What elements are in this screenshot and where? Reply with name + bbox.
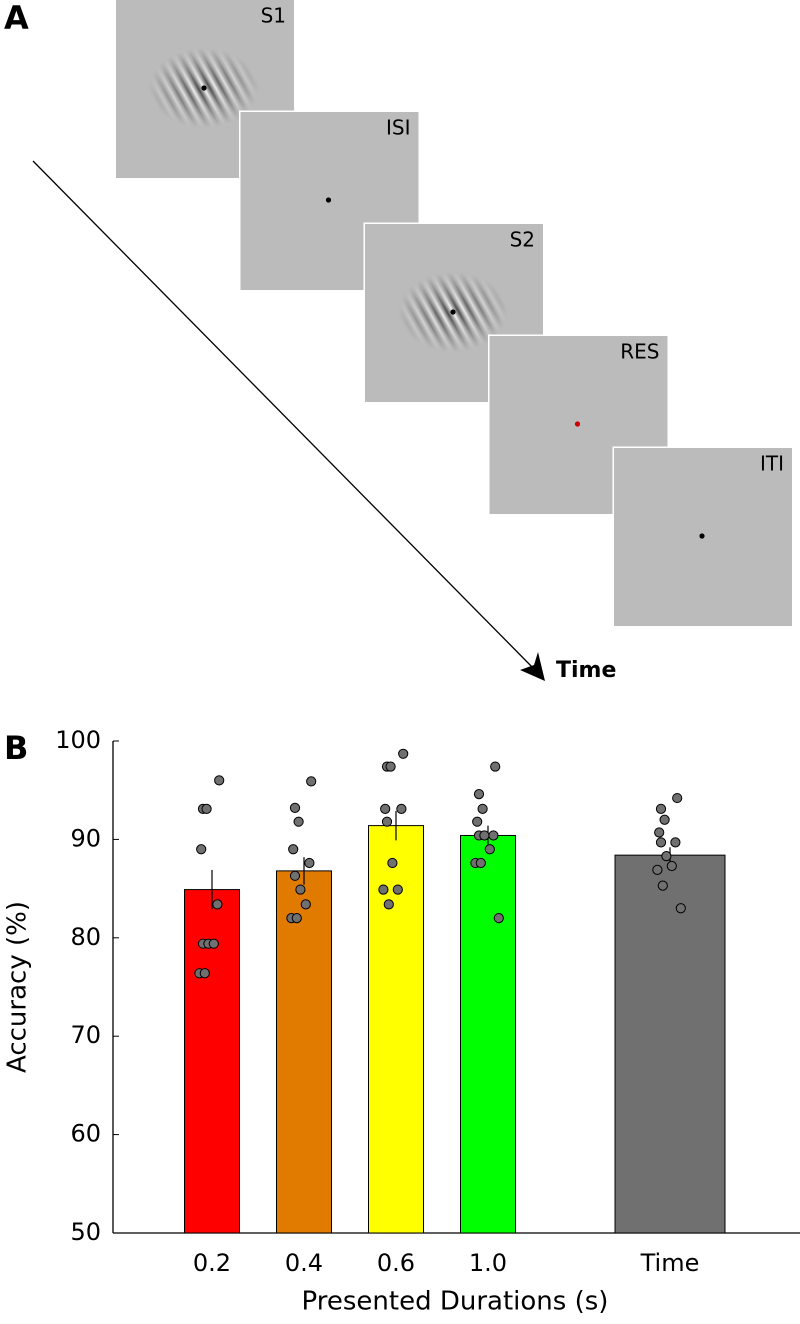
data-point — [291, 913, 302, 924]
data-point — [473, 789, 485, 800]
data-point — [289, 870, 301, 881]
fixation-dot — [201, 85, 207, 91]
x-tick-label: 0.2 — [193, 1249, 231, 1277]
data-point — [380, 803, 391, 814]
y-tick-label: 60 — [70, 1120, 101, 1148]
x-tick-label: Time — [640, 1249, 700, 1277]
panel-label: B — [4, 729, 28, 767]
data-point — [655, 803, 667, 814]
data-point — [659, 814, 670, 825]
data-point — [288, 844, 299, 855]
frame-label: S1 — [261, 4, 286, 28]
data-point — [381, 816, 393, 827]
data-point — [295, 884, 306, 895]
y-tick-label: 90 — [70, 824, 101, 852]
bar-chart: 50 60 70 80 90 100 0.2 0.4 0.6 1.0 Time — [55, 726, 800, 1277]
data-point — [214, 775, 225, 786]
data-point — [490, 761, 501, 772]
data-point — [383, 899, 394, 910]
data-point — [293, 816, 304, 827]
fixation-dot — [325, 197, 332, 203]
data-point — [484, 844, 495, 855]
frame-label: ITI — [760, 452, 784, 476]
time-label: Time — [556, 658, 616, 683]
frame-label: RES — [620, 340, 659, 364]
data-point — [306, 776, 317, 787]
fixation-dot — [574, 421, 581, 427]
data-point — [488, 830, 499, 841]
x-tick-label: 0.6 — [377, 1249, 415, 1277]
arrow-head — [520, 652, 545, 681]
data-point — [378, 884, 389, 895]
data-point — [661, 851, 672, 862]
data-point — [657, 880, 668, 891]
data-point — [396, 803, 407, 814]
data-point — [398, 748, 409, 759]
bar — [614, 854, 726, 1234]
data-point — [654, 827, 665, 838]
frame-label: ISI — [386, 116, 411, 140]
data-point — [304, 857, 315, 869]
x-tick-label: 0.4 — [285, 1249, 323, 1277]
data-point — [477, 803, 488, 814]
y-axis-label: Accuracy (%) — [3, 901, 33, 1073]
data-point — [675, 903, 686, 914]
data-point — [201, 803, 212, 814]
fixation-dot — [450, 309, 456, 315]
frame-label: S2 — [510, 228, 535, 252]
time-arrow — [32, 160, 538, 673]
data-point — [387, 857, 398, 869]
y-tick-label: 100 — [55, 726, 101, 754]
x-tick-label: 1.0 — [469, 1249, 507, 1277]
x-axis-label: Presented Durations (s) — [302, 1287, 609, 1317]
data-point — [475, 857, 486, 869]
data-point — [208, 938, 219, 949]
data-point — [493, 913, 504, 924]
data-point — [666, 860, 677, 872]
data-point — [300, 899, 311, 910]
data-point — [472, 816, 483, 827]
data-point — [196, 844, 207, 855]
y-tick-label: 70 — [70, 1021, 101, 1049]
data-point — [199, 968, 210, 979]
y-tick-label: 80 — [70, 923, 101, 951]
fixation-dot — [699, 533, 705, 539]
data-point — [392, 884, 403, 895]
data-point — [385, 761, 396, 772]
bar — [276, 870, 332, 1234]
trial-sequence: S1 ISI S2 RES ITI — [114, 0, 794, 628]
data-point — [655, 837, 667, 848]
data-point — [289, 802, 301, 814]
data-point — [479, 830, 490, 841]
bar — [460, 834, 516, 1234]
panel-label: A — [4, 0, 29, 37]
data-point — [212, 899, 223, 910]
data-point — [652, 864, 663, 876]
y-tick-label: 50 — [70, 1218, 101, 1246]
data-point — [672, 792, 683, 804]
data-point — [670, 837, 681, 848]
